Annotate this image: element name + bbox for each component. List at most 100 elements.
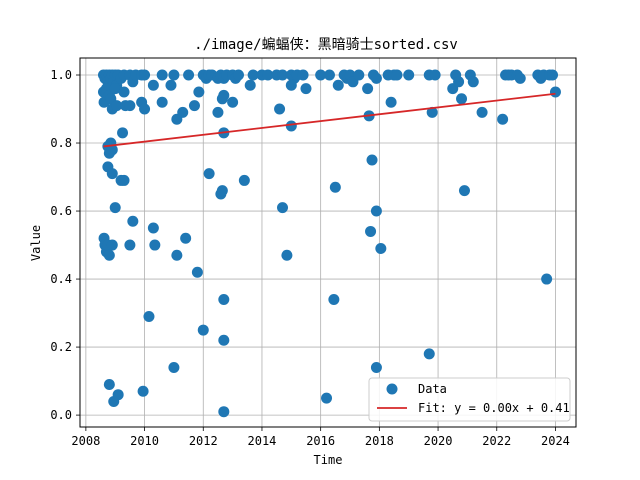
data-point xyxy=(238,174,250,186)
data-point xyxy=(366,154,378,166)
plot-frame xyxy=(79,57,577,428)
data-point xyxy=(103,378,115,390)
data-point xyxy=(118,174,130,186)
data-point xyxy=(391,69,403,81)
x-axis-title: Time xyxy=(314,453,343,467)
data-point xyxy=(514,72,526,84)
x-tick-label: 2020 xyxy=(424,434,453,448)
data-point xyxy=(218,406,230,418)
data-point xyxy=(124,100,136,112)
fit-line xyxy=(103,92,556,148)
data-point xyxy=(218,334,230,346)
y-axis: 0.0 0.2 0.4 0.6 0.8 1.0 xyxy=(50,68,80,422)
x-tick-label: 2018 xyxy=(365,434,394,448)
y-tick-label: 0.0 xyxy=(50,408,72,422)
data-point xyxy=(180,232,192,244)
data-point xyxy=(124,239,136,251)
data-point xyxy=(281,249,293,261)
y-axis-title: Value xyxy=(29,225,43,261)
data-point xyxy=(549,86,561,98)
data-point xyxy=(429,69,441,81)
data-point xyxy=(297,69,309,81)
data-point xyxy=(106,144,118,156)
data-point xyxy=(262,69,274,81)
data-point xyxy=(329,181,341,193)
data-point xyxy=(285,120,297,132)
data-point xyxy=(127,215,139,227)
data-point xyxy=(103,249,115,261)
data-point xyxy=(365,225,377,237)
data-point xyxy=(171,249,183,261)
legend-fit-label: Fit: y = 0.00x + 0.41 xyxy=(418,401,570,415)
data-point xyxy=(216,185,228,197)
data-point xyxy=(168,69,180,81)
legend-box xyxy=(368,377,571,422)
data-point xyxy=(197,324,209,336)
data-point xyxy=(106,168,118,180)
data-point xyxy=(277,202,289,214)
data-point xyxy=(143,310,155,322)
data-point xyxy=(165,79,177,91)
data-point xyxy=(375,242,387,254)
data-point xyxy=(453,76,465,88)
x-tick-label: 2008 xyxy=(71,434,100,448)
data-point xyxy=(147,222,159,234)
data-point xyxy=(285,79,297,91)
fit-line-group xyxy=(103,92,556,148)
data-point xyxy=(385,96,397,108)
data-point xyxy=(109,202,121,214)
data-point xyxy=(353,69,365,81)
data-point xyxy=(541,273,553,285)
data-point xyxy=(106,239,118,251)
data-point xyxy=(188,100,200,112)
x-tick-label: 2010 xyxy=(130,434,159,448)
data-point xyxy=(370,361,382,373)
data-point xyxy=(191,266,203,278)
x-tick-label: 2024 xyxy=(541,434,570,448)
data-point xyxy=(423,348,435,360)
data-point xyxy=(247,69,259,81)
data-point xyxy=(139,103,151,115)
data-point xyxy=(456,93,468,105)
data-point xyxy=(277,69,289,81)
legend-data-label: Data xyxy=(418,382,447,396)
data-point xyxy=(193,86,205,98)
data-point xyxy=(323,69,335,81)
data-point xyxy=(112,389,124,401)
data-points xyxy=(97,69,561,418)
data-point xyxy=(332,79,344,91)
data-point xyxy=(227,96,239,108)
data-point xyxy=(111,100,123,112)
data-point xyxy=(156,96,168,108)
data-point xyxy=(118,86,130,98)
data-point xyxy=(370,72,382,84)
x-axis: 2008 2010 2012 2014 2016 2018 2020 2022 2024 xyxy=(71,427,570,448)
data-point xyxy=(328,293,340,305)
data-point xyxy=(203,168,215,180)
data-point xyxy=(244,79,256,91)
data-point xyxy=(426,106,438,118)
data-point xyxy=(177,106,189,118)
data-point xyxy=(109,83,121,95)
data-point xyxy=(137,385,149,397)
data-point xyxy=(218,293,230,305)
data-point xyxy=(147,79,159,91)
y-tick-label: 0.8 xyxy=(50,136,72,150)
data-point xyxy=(139,69,151,81)
x-tick-label: 2016 xyxy=(306,434,335,448)
data-point xyxy=(321,392,333,404)
data-point xyxy=(274,103,286,115)
data-point xyxy=(156,69,168,81)
data-point xyxy=(117,127,129,139)
data-point xyxy=(315,69,327,81)
chart-title: ./image/蝙蝠侠：黑暗骑士sorted.csv xyxy=(194,37,458,53)
data-point xyxy=(168,361,180,373)
data-point xyxy=(467,76,479,88)
data-point xyxy=(232,69,244,81)
data-point xyxy=(370,205,382,217)
data-point xyxy=(476,106,488,118)
y-tick-label: 0.6 xyxy=(50,204,72,218)
x-tick-label: 2014 xyxy=(248,434,277,448)
data-point xyxy=(300,83,312,95)
